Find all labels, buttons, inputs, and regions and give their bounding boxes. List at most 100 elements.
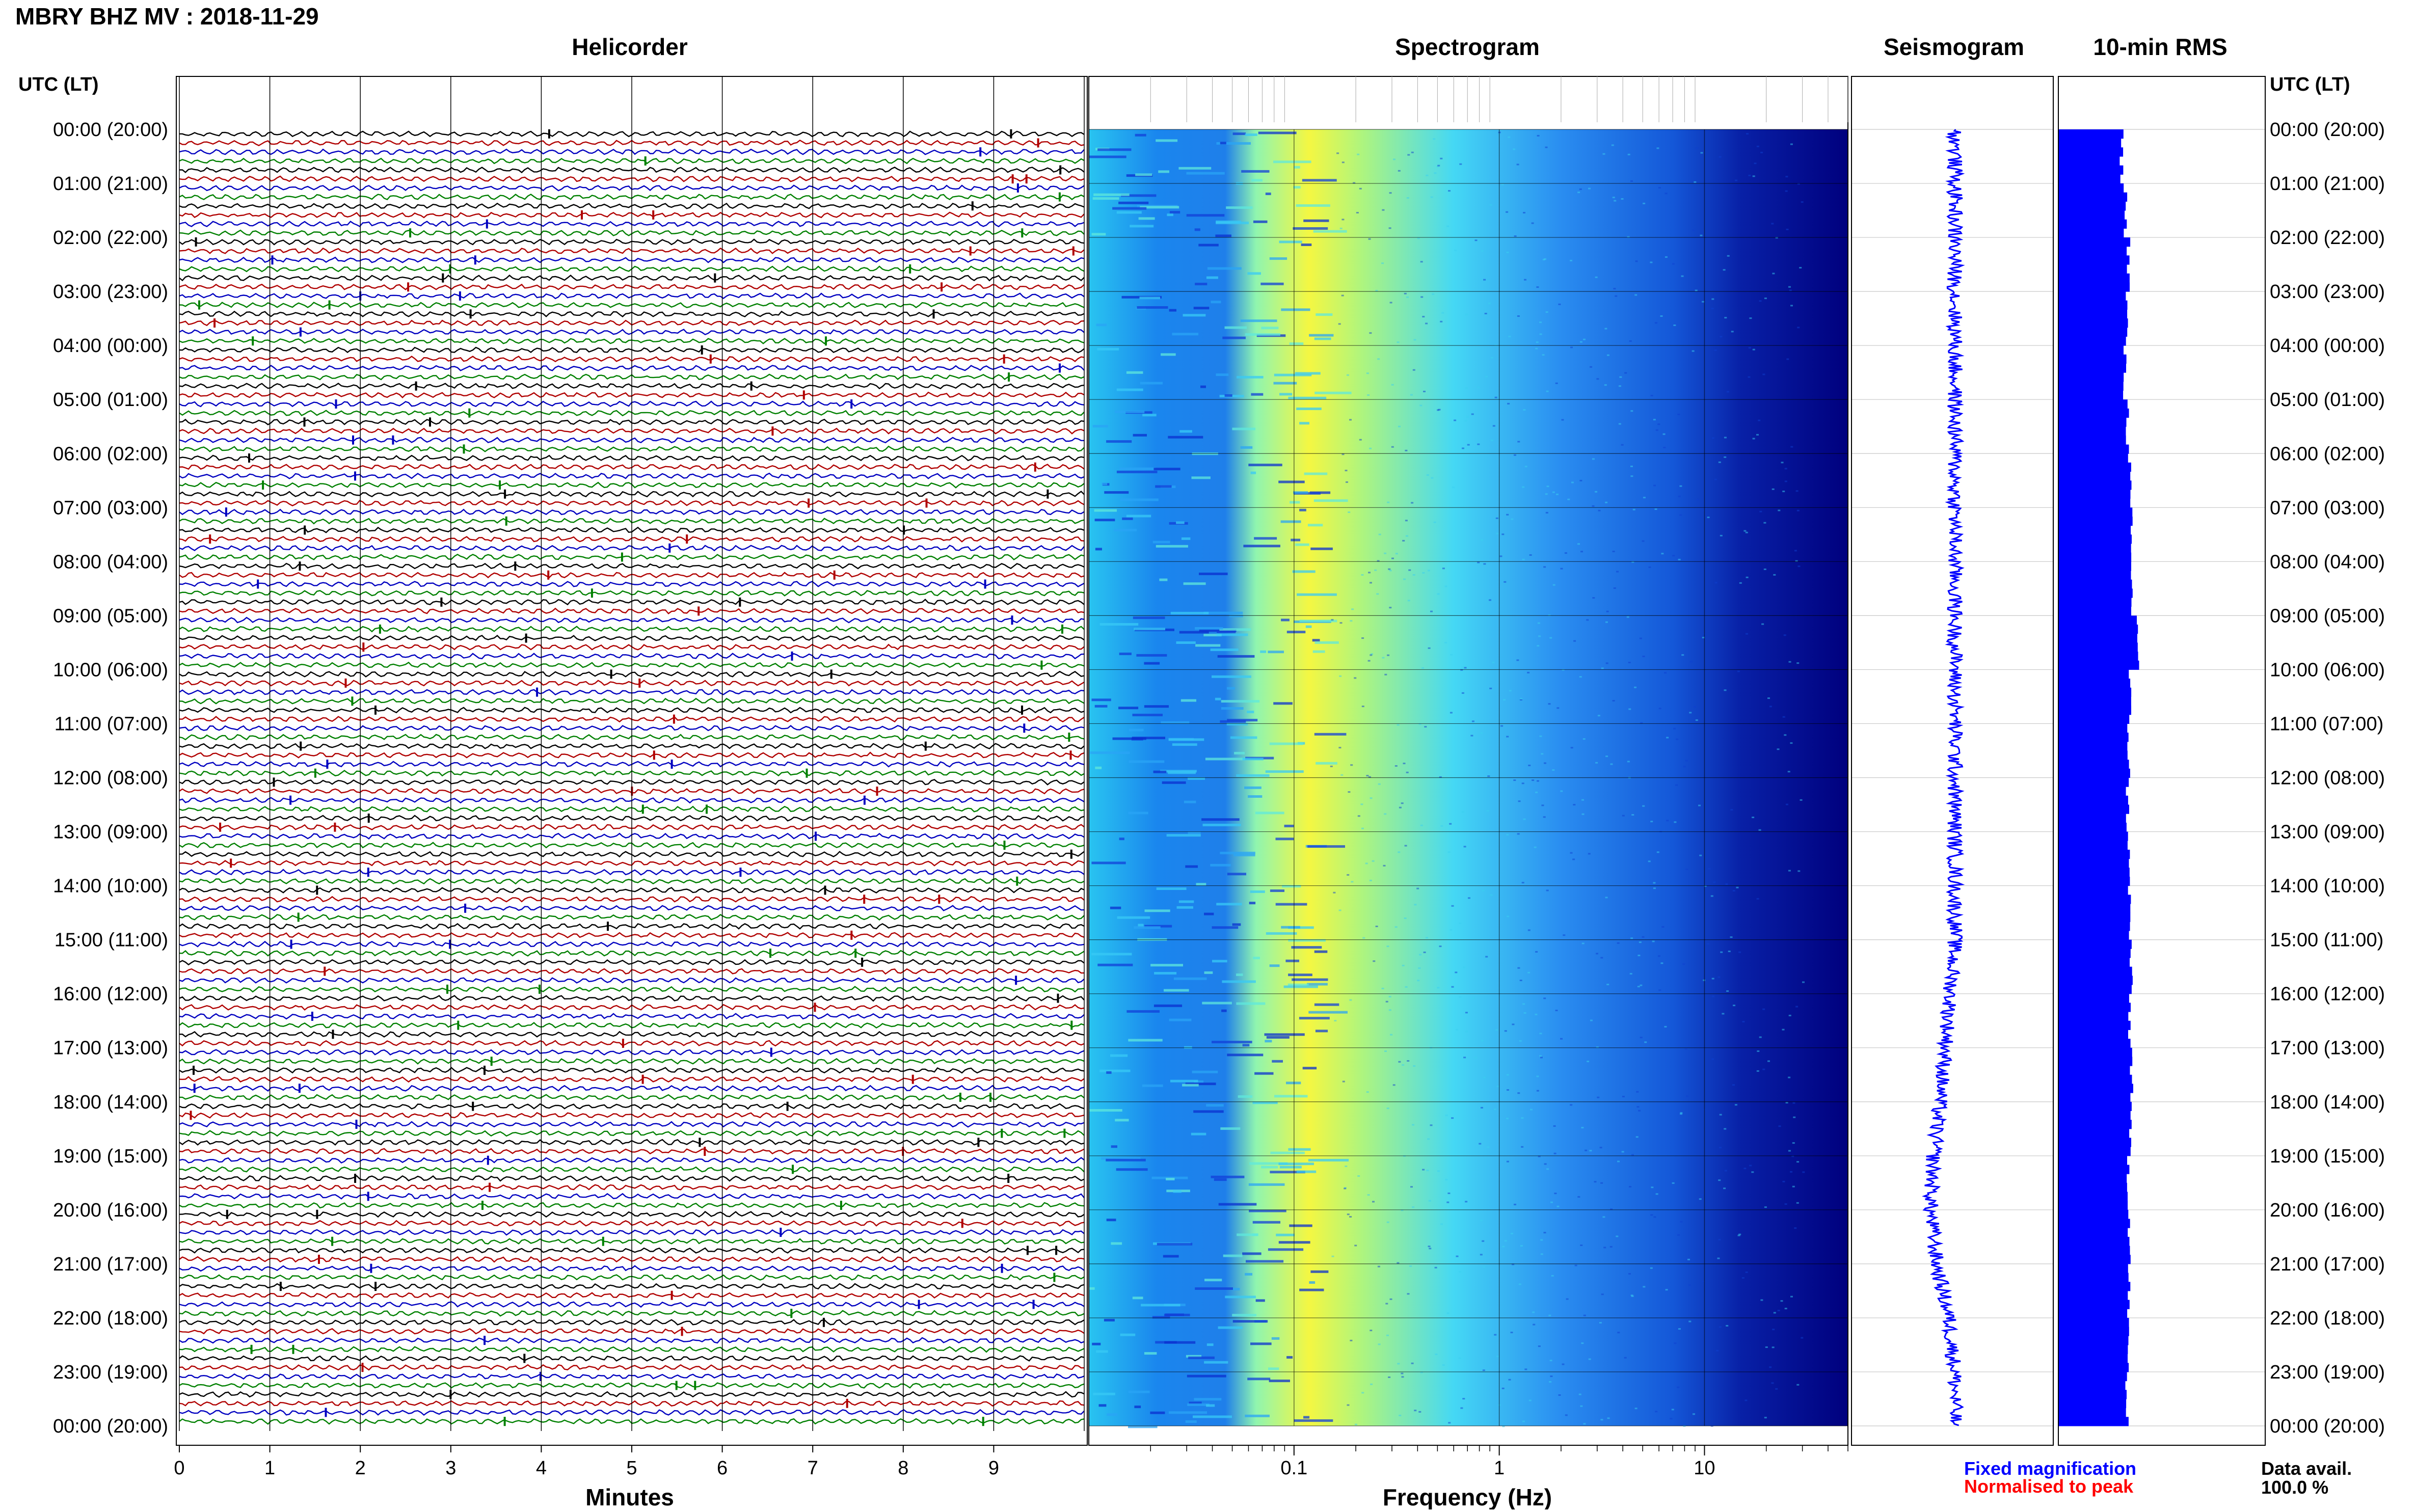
spectrogram-speckle	[1772, 273, 1775, 275]
spectrogram-cell	[1268, 1367, 1279, 1370]
spectrogram-speckle	[1760, 151, 1763, 153]
spectrogram-speckle	[1465, 1012, 1468, 1014]
spectrogram-speckle	[1589, 1150, 1592, 1152]
spectrogram-speckle	[1652, 940, 1655, 942]
spectrogram-speckle	[1612, 551, 1615, 552]
spectrogram-cell	[1291, 946, 1322, 949]
spectrogram-speckle	[1570, 260, 1572, 261]
spectrogram-speckle	[1377, 1265, 1380, 1267]
spectrogram-cell	[1207, 267, 1242, 270]
spectrogram-speckle	[1347, 374, 1349, 376]
spectrogram-speckle	[1545, 511, 1548, 514]
spectrogram-speckle	[1417, 980, 1420, 982]
rms-bar	[2058, 1354, 2128, 1363]
spectrogram-cell	[1248, 464, 1282, 467]
spectrogram-speckle	[1419, 404, 1423, 407]
rms-bar	[2058, 669, 2129, 679]
spectrogram-speckle	[1597, 1096, 1600, 1098]
spectrogram-speckle	[1407, 600, 1410, 602]
spectrogram-speckle	[1540, 1057, 1543, 1059]
rms-bar	[2058, 417, 2127, 427]
spectrogram-cell	[1229, 614, 1243, 617]
spectrogram-speckle	[1464, 420, 1467, 422]
spectrogram-speckle	[1724, 1128, 1727, 1130]
spectrogram-cell	[1138, 924, 1144, 927]
spectrogram-speckle	[1480, 732, 1483, 734]
spectrogram-cell	[1292, 978, 1328, 981]
spectrogram-cell	[1303, 1416, 1310, 1419]
spectrogram-cell	[1091, 953, 1132, 956]
spectrogram-cell	[1091, 233, 1106, 236]
spectrogram-cell	[1094, 705, 1108, 708]
spectrogram-speckle	[1508, 1379, 1511, 1381]
spectrogram-speckle	[1523, 212, 1525, 213]
spectrogram-cell	[1102, 482, 1108, 485]
spectrogram-speckle	[1710, 895, 1713, 897]
time-label-right: 21:00 (17:00)	[2270, 1254, 2385, 1275]
spectrogram-speckle	[1376, 593, 1379, 595]
spectrogram-speckle	[1751, 1171, 1754, 1173]
spectrogram-cell	[1204, 1361, 1228, 1364]
spectrogram-cell	[1260, 282, 1284, 285]
spectrogram-speckle	[1372, 860, 1375, 862]
spectrogram-speckle	[1626, 616, 1629, 618]
spectrogram-speckle	[1665, 193, 1668, 195]
spectrogram-speckle	[1637, 986, 1640, 988]
spectrogram-speckle	[1602, 1216, 1605, 1218]
spectrogram-speckle	[1508, 336, 1511, 338]
spectrogram-speckle	[1627, 153, 1630, 155]
spectrogram-speckle	[1664, 1025, 1667, 1028]
spectrogram-speckle	[1792, 1142, 1795, 1144]
helicorder-panel	[179, 76, 1085, 1431]
spectrogram-speckle	[1612, 700, 1615, 701]
spectrogram-speckle	[1587, 1061, 1590, 1063]
spectrogram-speckle	[1517, 833, 1520, 835]
spectrogram-speckle	[1655, 1193, 1658, 1195]
spectrogram-speckle	[1398, 1061, 1401, 1063]
data-avail-value: 100.0 %	[2261, 1477, 2328, 1498]
spectrogram-speckle	[1433, 138, 1436, 140]
spectrogram-speckle	[1544, 762, 1546, 764]
spectrogram-speckle	[1401, 1372, 1404, 1374]
spectrogram-speckle	[1414, 904, 1417, 906]
spectrogram-speckle	[1613, 587, 1616, 589]
spectrogram-speckle	[1579, 676, 1582, 678]
helicorder-tick-label: 3	[445, 1457, 456, 1479]
spectrogram-cell	[1247, 1378, 1271, 1381]
spectrogram-cell	[1265, 193, 1271, 195]
spectrogram-speckle	[1696, 147, 1699, 149]
spectrogram-speckle	[1655, 429, 1658, 431]
spectrogram-speckle	[1495, 517, 1498, 519]
rms-bar	[2058, 652, 2138, 661]
spectrogram-speckle	[1461, 692, 1464, 694]
spectrogram-speckle	[1724, 1170, 1727, 1172]
spectrogram-speckle	[1367, 660, 1371, 662]
time-label-right: 19:00 (15:00)	[2270, 1146, 2385, 1167]
spectrogram-cell	[1255, 1299, 1265, 1302]
spectrogram-cell	[1237, 375, 1264, 379]
rms-bar	[2058, 408, 2129, 418]
spectrogram-speckle	[1408, 569, 1411, 571]
spectrogram-speckle	[1650, 261, 1653, 263]
spectrogram-speckle	[1447, 851, 1451, 853]
spectrogram-speckle	[1516, 659, 1519, 661]
spectrogram-cell	[1198, 244, 1219, 247]
time-label-left: 01:00 (21:00)	[53, 173, 168, 195]
spectrogram-cell	[1116, 388, 1143, 391]
spectrogram-speckle	[1796, 1161, 1800, 1163]
spectrogram-cell	[1303, 219, 1329, 222]
spectrogram-speckle	[1683, 766, 1686, 768]
helicorder-tick-label: 1	[264, 1457, 275, 1479]
spectrogram-cell	[1308, 1158, 1349, 1162]
spectrogram-speckle	[1618, 423, 1621, 425]
spectrogram-speckle	[1423, 951, 1426, 953]
spectrogram-speckle	[1632, 508, 1635, 510]
rms-bar	[2058, 1057, 2133, 1066]
time-label-right: 20:00 (16:00)	[2270, 1200, 2385, 1221]
rms-bar	[2058, 192, 2128, 202]
spectrogram-speckle	[1596, 1046, 1599, 1048]
spectrogram-speckle	[1450, 929, 1453, 931]
spectrogram-cell	[1222, 336, 1246, 339]
rms-bar	[2058, 327, 2128, 337]
spectrogram-speckle	[1595, 276, 1598, 278]
